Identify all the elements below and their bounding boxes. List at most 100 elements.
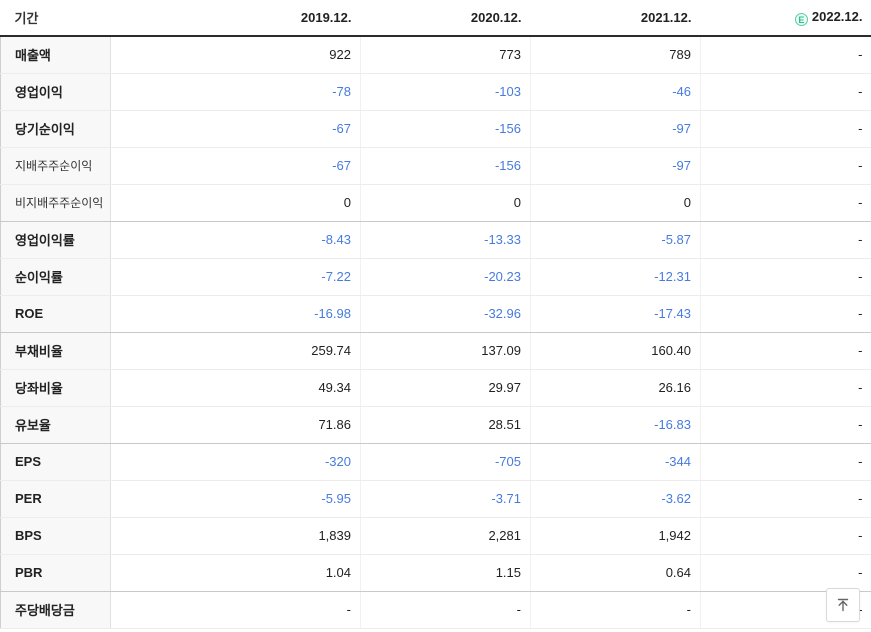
cell-value: 137.09: [360, 332, 531, 370]
cell-value: 29.97: [360, 369, 531, 407]
table-row: 영업이익률 -8.43 -13.33 -5.87-: [0, 221, 871, 259]
table-header-row: 기간 2019.12. 2020.12. 2021.12. E 2022.12.: [0, 0, 871, 37]
cell-value: -: [700, 110, 871, 148]
cell-value: 2,281: [360, 517, 531, 555]
row-label: 유보율: [0, 406, 111, 444]
scroll-to-top-button[interactable]: [826, 588, 860, 622]
table-row: 비지배주주순이익 0 0 0-: [0, 184, 871, 222]
row-label: 순이익률: [0, 258, 111, 296]
cell-value: -: [700, 147, 871, 185]
cell-value: -8.43: [110, 221, 361, 259]
cell-value: -: [700, 480, 871, 518]
cell-value: -320: [110, 443, 361, 481]
cell-value: -: [700, 36, 871, 74]
cell-value: -67: [110, 110, 361, 148]
column-header-2022-12-estimate: E 2022.12.: [700, 0, 871, 37]
cell-value: 922: [110, 36, 361, 74]
cell-value: 0: [110, 184, 361, 222]
row-label: BPS: [0, 517, 111, 555]
cell-value: -3.71: [360, 480, 531, 518]
row-label: PER: [0, 480, 111, 518]
cell-value: 0: [530, 184, 701, 222]
cell-value: 71.86: [110, 406, 361, 444]
cell-value: -: [700, 332, 871, 370]
cell-value: -: [110, 591, 361, 629]
row-label: 주당배당금: [0, 591, 111, 629]
cell-value: -344: [530, 443, 701, 481]
row-label: 당좌비율: [0, 369, 111, 407]
column-header-2020-12: 2020.12.: [360, 0, 531, 37]
table-row: PBR 1.04 1.15 0.64-: [0, 554, 871, 592]
table-row: 매출액 922 773 789-: [0, 36, 871, 74]
cell-value: -: [700, 184, 871, 222]
cell-value: -67: [110, 147, 361, 185]
cell-value: 160.40: [530, 332, 701, 370]
cell-value: -20.23: [360, 258, 531, 296]
cell-value: 26.16: [530, 369, 701, 407]
table-row: 당기순이익 -67 -156 -97-: [0, 110, 871, 148]
row-label: PBR: [0, 554, 111, 592]
cell-value: 28.51: [360, 406, 531, 444]
row-label: 부채비율: [0, 332, 111, 370]
cell-value: -13.33: [360, 221, 531, 259]
cell-value: -3.62: [530, 480, 701, 518]
cell-value: -: [700, 369, 871, 407]
cell-value: -17.43: [530, 295, 701, 333]
cell-value: -97: [530, 147, 701, 185]
table-row: ROE -16.98 -32.96 -17.43-: [0, 295, 871, 333]
table-row: EPS -320 -705 -344-: [0, 443, 871, 481]
row-label: EPS: [0, 443, 111, 481]
cell-value: 0.64: [530, 554, 701, 592]
row-label: 매출액: [0, 36, 111, 74]
cell-value: -: [700, 258, 871, 296]
table-row: 순이익률 -7.22 -20.23 -12.31-: [0, 258, 871, 296]
cell-value: 1,839: [110, 517, 361, 555]
cell-value: -46: [530, 73, 701, 111]
cell-value: 1.15: [360, 554, 531, 592]
column-header-2021-12: 2021.12.: [530, 0, 701, 37]
cell-value: -12.31: [530, 258, 701, 296]
table-row: 주당배당금 - - - -: [0, 591, 871, 629]
cell-value: -: [700, 406, 871, 444]
scroll-to-top-arrow-icon: [835, 597, 851, 613]
cell-value: 0: [360, 184, 531, 222]
table-row: 영업이익 -78 -103 -46-: [0, 73, 871, 111]
cell-value: -97: [530, 110, 701, 148]
cell-value: -: [700, 73, 871, 111]
cell-value: -156: [360, 147, 531, 185]
table-row: 당좌비율 49.34 29.97 26.16-: [0, 369, 871, 407]
cell-value: 1.04: [110, 554, 361, 592]
table-row: PER -5.95 -3.71 -3.62-: [0, 480, 871, 518]
cell-value: 49.34: [110, 369, 361, 407]
cell-value: -: [360, 591, 531, 629]
cell-value: -7.22: [110, 258, 361, 296]
cell-value: -: [700, 443, 871, 481]
cell-value: -78: [110, 73, 361, 111]
cell-value: -32.96: [360, 295, 531, 333]
table-row: 부채비율 259.74 137.09 160.40-: [0, 332, 871, 370]
estimate-badge-icon: E: [794, 13, 808, 26]
row-label: 비지배주주순이익: [0, 184, 111, 222]
cell-value: -: [700, 554, 871, 592]
row-label: 당기순이익: [0, 110, 111, 148]
table-row: 유보율 71.86 28.51 -16.83-: [0, 406, 871, 444]
row-label: 영업이익: [0, 73, 111, 111]
cell-value: 259.74: [110, 332, 361, 370]
cell-value: -: [700, 221, 871, 259]
cell-value: -: [530, 591, 701, 629]
column-header-2022-12-label: 2022.12.: [811, 9, 863, 24]
cell-value: 789: [530, 36, 701, 74]
cell-value: 1,942: [530, 517, 701, 555]
cell-value: -705: [360, 443, 531, 481]
cell-value: -5.87: [530, 221, 701, 259]
cell-value: -16.98: [110, 295, 361, 333]
row-label: ROE: [0, 295, 111, 333]
cell-value: -103: [360, 73, 531, 111]
cell-value: -16.83: [530, 406, 701, 444]
table-row: 지배주주순이익 -67 -156 -97-: [0, 147, 871, 185]
cell-value: 773: [360, 36, 531, 74]
period-header-label: 기간: [0, 0, 111, 37]
cell-value: -156: [360, 110, 531, 148]
